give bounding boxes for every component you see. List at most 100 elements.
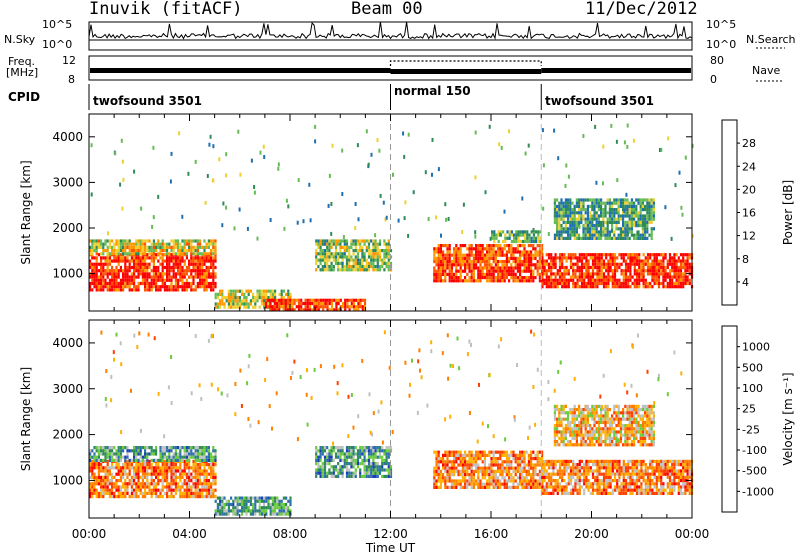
velocity-region-4-cell (468, 457, 471, 461)
power-region-5-cell (492, 244, 495, 248)
power-region-7-cell (642, 275, 645, 279)
power-region-0-cell (207, 275, 210, 279)
velocity-region-3-cell (370, 452, 373, 456)
velocity-region-4-cell (453, 450, 456, 454)
power-region-5-cell (442, 244, 445, 248)
power-region-7-cell (574, 275, 577, 279)
velocity-region-4-cell (439, 473, 442, 477)
power-region-0-cell (159, 256, 162, 260)
power-region-7-cell (613, 275, 617, 279)
velocity-region-4-cell (486, 485, 489, 489)
power-region-7-cell (558, 278, 562, 282)
velocity-region-0-cell (115, 495, 118, 499)
power-scatter-echo (542, 163, 545, 168)
velocity-region-0-cell (130, 495, 133, 499)
velocity-region-3-cell (339, 471, 342, 475)
power-region-3-cell (326, 301, 329, 306)
velocity-region-3-cell (334, 474, 338, 478)
power-region-7-cell (660, 265, 663, 270)
power-region-8-cell (597, 224, 600, 228)
power-region-7-cell (642, 265, 645, 270)
power-region-2-cell (243, 302, 246, 306)
velocity-region-4-cell (486, 469, 489, 473)
velocity-region-3-cell (352, 455, 355, 459)
power-region-7-cell (561, 259, 564, 263)
power-region-3-cell (322, 301, 325, 306)
power-region-6-cell (526, 230, 529, 234)
power-scatter-echo (208, 142, 211, 147)
power-region-5-cell (466, 253, 469, 257)
power-region-8-cell (646, 211, 649, 215)
power-region-4-cell (363, 268, 366, 272)
power-region-0-cell (203, 288, 206, 292)
power-region-5-cell (486, 266, 489, 270)
velocity-region-4-cell (435, 482, 438, 486)
power-region-1-cell (146, 249, 149, 253)
power-region-1-cell (170, 249, 173, 253)
power-region-5-cell (479, 272, 482, 276)
velocity-region-1-cell (155, 449, 158, 453)
velocity-region-0-cell (135, 466, 138, 470)
power-region-0-cell (152, 265, 155, 270)
velocity-region-0-cell (196, 469, 199, 473)
velocity-region-2-cell (285, 496, 288, 500)
velocity-region-1-cell (113, 452, 116, 456)
power-region-2-cell (249, 302, 252, 306)
power-region-8-cell (641, 227, 644, 231)
freq-trace-3 (541, 68, 691, 73)
velocity-region-0-cell (135, 463, 138, 467)
velocity-region-0-cell (148, 482, 151, 486)
power-region-0-cell (106, 272, 109, 276)
velocity-region-4-cell (479, 457, 482, 461)
power-region-5-cell (494, 244, 497, 248)
velocity-region-0-cell (144, 469, 147, 473)
velocity-region-1-cell (93, 446, 96, 450)
velocity-region-4-cell (433, 485, 436, 489)
velocity-region-1-cell (141, 455, 144, 459)
power-region-4-cell (372, 239, 375, 243)
power-region-0-cell (188, 269, 191, 273)
power-region-7-cell (620, 269, 623, 273)
power-region-8-cell (615, 224, 618, 228)
power-region-5-cell (479, 263, 482, 267)
power-region-8-cell (600, 227, 603, 231)
power-region-5-cell (459, 256, 462, 260)
velocity-region-1-cell (148, 452, 151, 456)
velocity-region-4-cell (435, 485, 438, 489)
velocity-region-3-cell (337, 455, 340, 459)
velocity-region-4-cell (464, 453, 467, 457)
velocity-region-4-cell (446, 466, 449, 470)
velocity-region-0-cell (161, 463, 164, 467)
power-region-7-cell (596, 281, 599, 286)
velocity-region-0-cell (201, 472, 204, 476)
power-region-4-cell (348, 252, 351, 256)
power-region-6-cell (504, 239, 507, 244)
power-region-7-cell (589, 275, 592, 279)
velocity-region-3-cell (330, 446, 333, 450)
velocity-region-3-cell (345, 462, 349, 466)
power-region-4-cell (317, 245, 320, 249)
power-region-7-cell (611, 281, 614, 286)
velocity-region-2-cell (252, 506, 255, 510)
power-region-8-cell (591, 230, 594, 234)
power-scatter-echo (424, 170, 427, 175)
power-scatter-echo (121, 206, 124, 211)
power-region-0-cell (210, 259, 213, 263)
velocity-region-0-cell (91, 463, 94, 467)
power-scatter-echo (262, 144, 265, 149)
power-scatter-echo (308, 182, 311, 187)
power-region-3-cell (326, 308, 329, 312)
velocity-region-4-cell (503, 479, 506, 483)
power-region-8-cell (602, 211, 605, 215)
velocity-region-3-cell (321, 446, 324, 450)
velocity-region-3-cell (374, 452, 377, 456)
power-region-8-cell (567, 201, 570, 205)
velocity-region-0-cell (115, 466, 118, 470)
velocity-region-1-cell (201, 449, 204, 453)
power-region-0-cell (102, 272, 105, 276)
power-region-1-cell (117, 252, 120, 256)
velocity-region-2-cell (280, 512, 283, 516)
velocity-region-0-cell (174, 475, 177, 479)
velocity-region-2-cell (271, 512, 274, 516)
velocity-region-4-cell (450, 460, 453, 464)
